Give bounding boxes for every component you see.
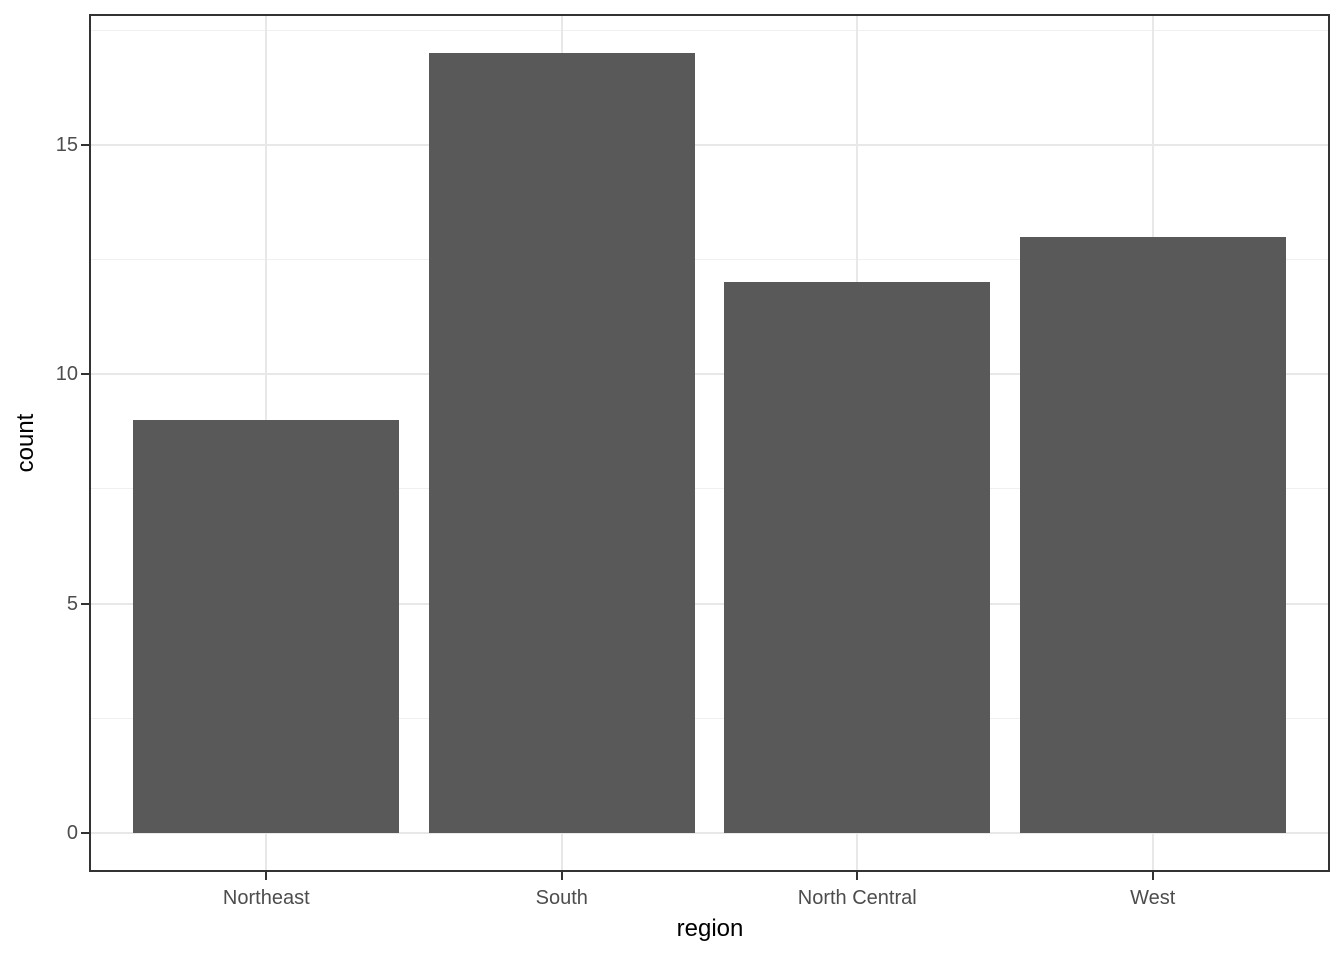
bar-south [428, 53, 695, 833]
y-tick-mark [81, 832, 89, 834]
y-tick-label: 15 [55, 133, 78, 156]
x-tick-mark [560, 872, 563, 880]
x-tick-label: South [535, 887, 588, 909]
gridline-minor [89, 717, 1330, 719]
gridline-minor [89, 488, 1330, 490]
gridline-major [89, 373, 1330, 376]
x-tick-mark [265, 872, 268, 880]
x-tick-mark [1151, 872, 1154, 880]
y-tick-mark [81, 602, 89, 605]
gridline-major [89, 143, 1330, 146]
gridline-major [89, 832, 1330, 834]
y-axis-title: count [12, 413, 39, 473]
y-tick-label: 10 [55, 363, 78, 386]
x-axis-title: region [676, 915, 744, 942]
x-tick-mark [856, 872, 859, 880]
y-tick-mark [81, 143, 89, 146]
bar-north-central [724, 282, 991, 833]
gridline-major [89, 602, 1330, 605]
bar-west [1019, 236, 1286, 833]
x-tick-label: West [1130, 887, 1176, 909]
x-tick-label: North Central [797, 887, 917, 909]
gridline-minor [89, 29, 1330, 31]
gridline-minor [89, 258, 1330, 260]
x-tick-label: Northeast [222, 887, 310, 909]
y-tick-mark [81, 373, 89, 376]
bar-northeast [133, 420, 400, 833]
y-tick-label: 0 [66, 822, 78, 844]
y-tick-label: 5 [66, 592, 78, 615]
plot-panel [89, 14, 1330, 872]
